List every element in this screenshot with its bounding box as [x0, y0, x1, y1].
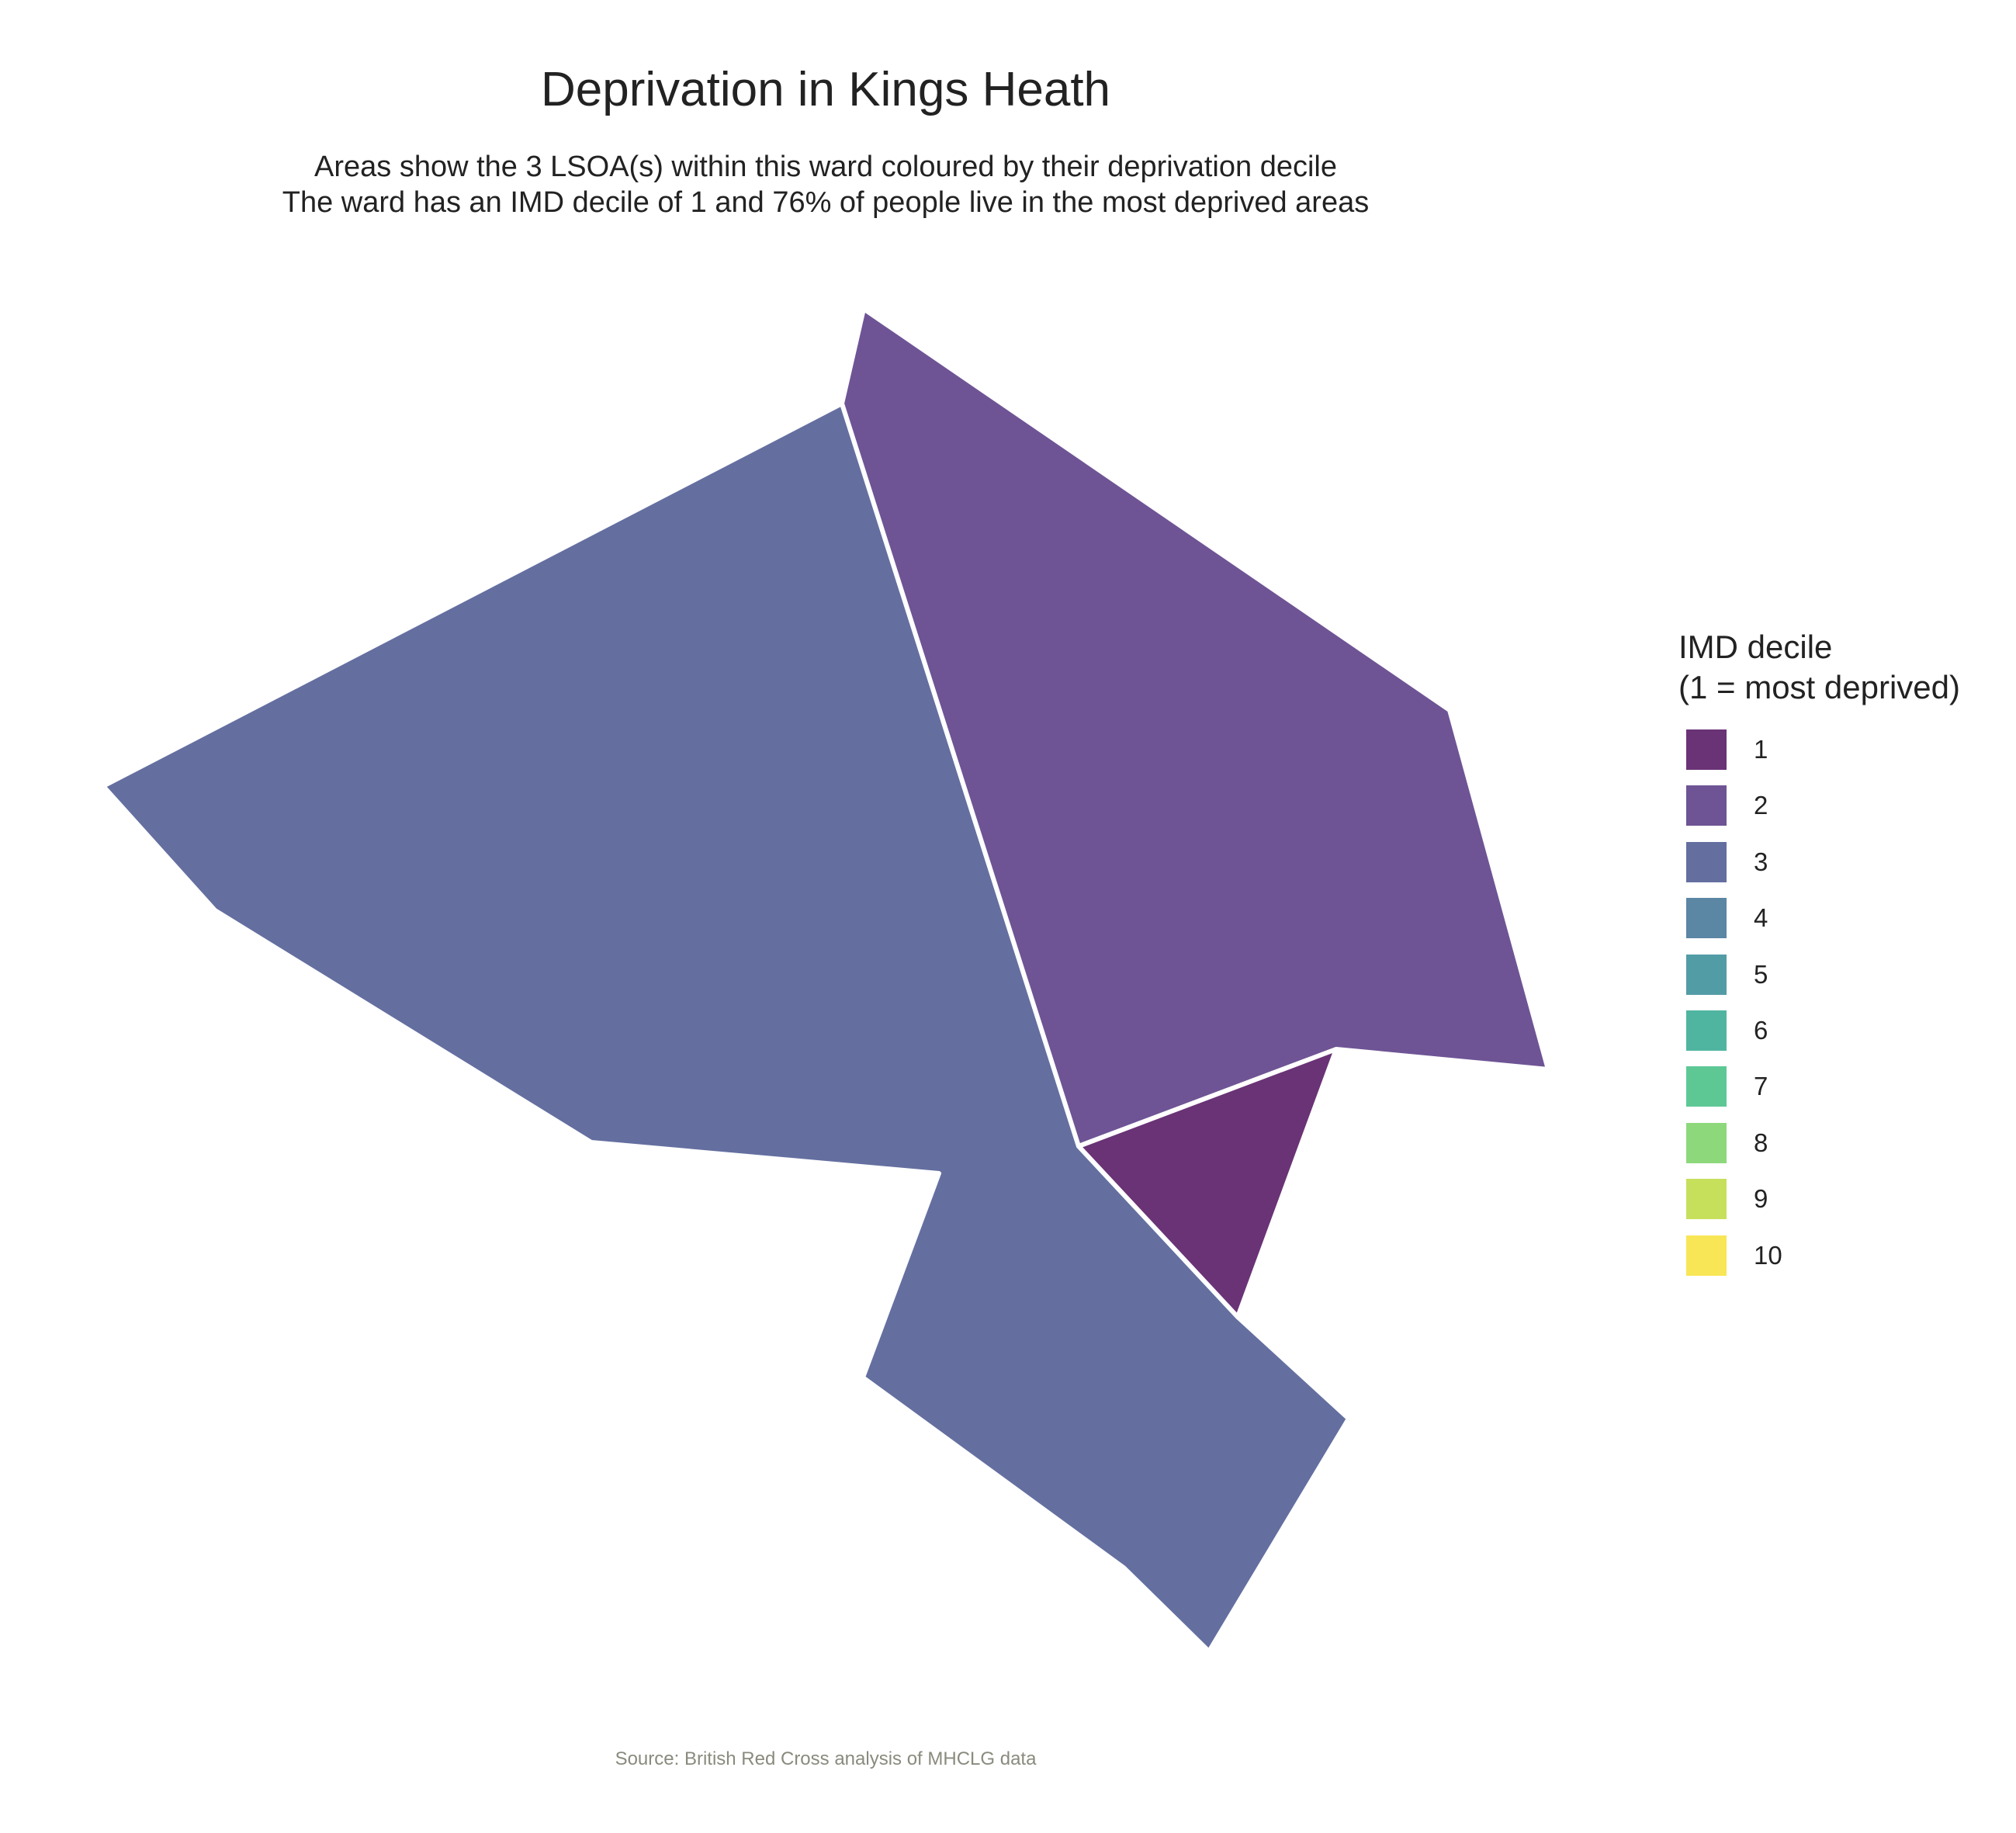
legend-swatch: [1686, 1066, 1727, 1107]
legend-swatch: [1686, 1235, 1727, 1276]
legend-swatch: [1686, 785, 1727, 826]
lsoa-area-southeast-small: [1076, 1047, 1339, 1319]
legend-items: 1 2 3 4 5 6 7 8 9 10: [1678, 722, 2004, 1284]
source-caption: Source: British Red Cross analysis of MH…: [615, 1748, 1037, 1769]
legend-item: 3: [1678, 834, 2004, 890]
legend-item: 9: [1678, 1171, 2004, 1227]
legend-title-line-2: (1 = most deprived): [1678, 669, 1960, 705]
legend-swatch: [1686, 898, 1727, 939]
legend-title-line-1: IMD decile: [1678, 629, 1833, 665]
legend-swatch: [1686, 1179, 1727, 1220]
legend-label: 6: [1754, 1015, 1768, 1045]
legend-item: 4: [1678, 890, 2004, 946]
legend-swatch: [1686, 729, 1727, 770]
legend-label: 4: [1754, 903, 1768, 933]
legend-item: 8: [1678, 1115, 2004, 1171]
legend-label: 7: [1754, 1072, 1768, 1101]
legend-swatch: [1686, 954, 1727, 995]
legend-swatch: [1686, 1010, 1727, 1051]
legend-label: 2: [1754, 791, 1768, 820]
legend-item: 10: [1678, 1228, 2004, 1284]
legend-item: 6: [1678, 1003, 2004, 1059]
legend-item: 7: [1678, 1059, 2004, 1114]
legend-label: 3: [1754, 847, 1768, 876]
map-subtitle-line-1: Areas show the 3 LSOA(s) within this war…: [314, 151, 1337, 183]
legend-label: 10: [1754, 1240, 1782, 1270]
legend-item: 5: [1678, 947, 2004, 1003]
legend-item: 2: [1678, 778, 2004, 833]
legend-label: 1: [1754, 735, 1768, 764]
map-title: Deprivation in Kings Heath: [540, 63, 1111, 116]
legend-swatch: [1686, 1122, 1727, 1163]
legend-item: 1: [1678, 722, 2004, 778]
legend-label: 5: [1754, 959, 1768, 989]
legend-label: 8: [1754, 1128, 1768, 1157]
legend-swatch: [1686, 841, 1727, 882]
legend: IMD decile (1 = most deprived) 1 2 3 4 5…: [1678, 627, 2004, 1284]
map-subtitle-line-2: The ward has an IMD decile of 1 and 76% …: [282, 186, 1370, 219]
legend-label: 9: [1754, 1184, 1768, 1214]
